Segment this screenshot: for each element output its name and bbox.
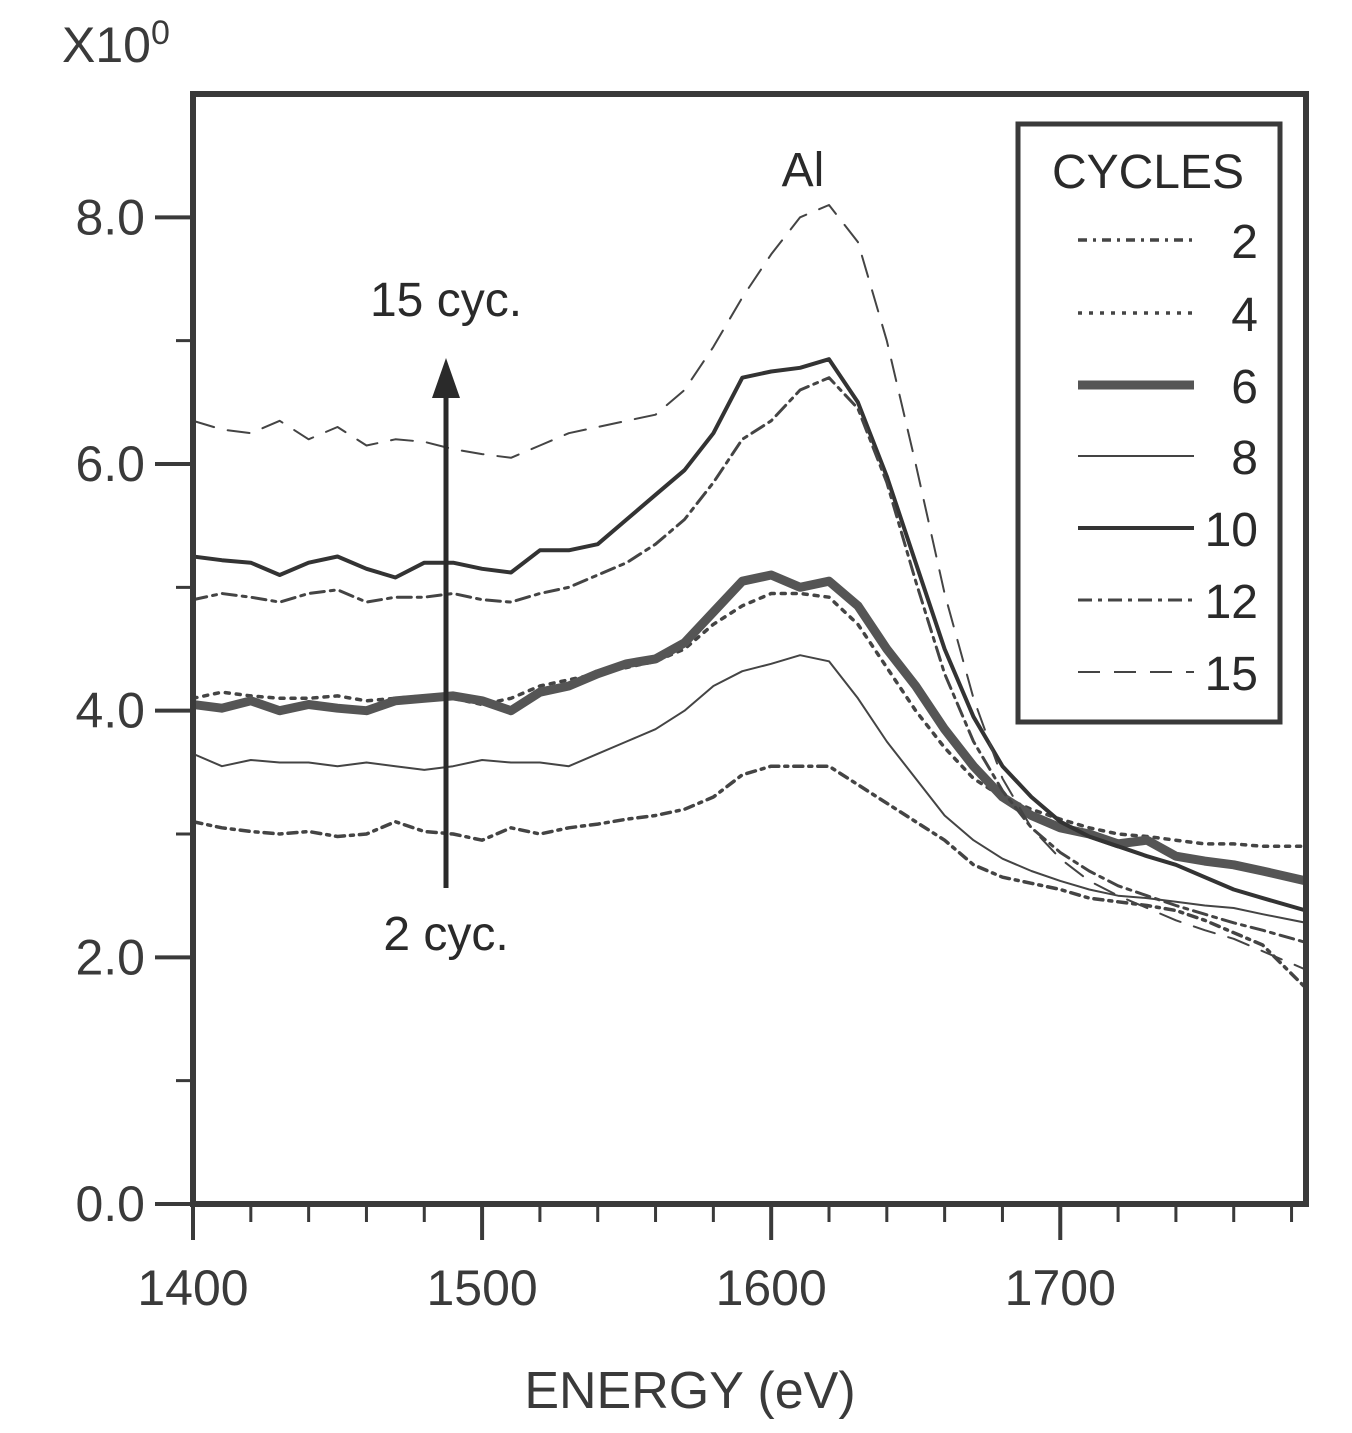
legend-label-6: 6 [1231, 361, 1258, 414]
legend-title: CYCLES [1052, 146, 1244, 199]
y-axis-multiplier: X100 [62, 14, 170, 73]
y-tick-labels: 0.0 2.0 4.0 6.0 8.0 [75, 189, 145, 1232]
series-line-4 [196, 591, 1303, 849]
legend-label-15: 15 [1205, 648, 1258, 701]
series-line-8 [196, 654, 1303, 924]
legend: CYCLES 2 4 6 8 10 12 15 [1015, 121, 1283, 725]
x-tick-label: 1500 [426, 1260, 537, 1316]
y-tick-label: 2.0 [75, 929, 145, 985]
series-line-10 [196, 357, 1303, 912]
legend-label-4: 4 [1231, 289, 1258, 342]
arrow-bottom-label: 2 cyc. [383, 908, 508, 961]
x-tick-label: 1400 [137, 1260, 248, 1316]
plot-frame [190, 91, 1309, 1207]
y-tick-label: 8.0 [75, 189, 145, 245]
x-axis-title: ENERGY (eV) [524, 1362, 855, 1420]
series-line-2 [196, 764, 1303, 988]
series-line-15 [196, 204, 1303, 970]
series-line-6 [196, 570, 1303, 885]
legend-label-10: 10 [1205, 504, 1258, 557]
x-tick-label: 1600 [716, 1260, 827, 1316]
y-axis-multiplier-exponent: 0 [151, 14, 170, 52]
y-tick-label: 0.0 [75, 1176, 145, 1232]
series-line-12 [196, 376, 1303, 944]
legend-label-2: 2 [1231, 216, 1258, 269]
trend-arrow-head [432, 358, 460, 398]
y-axis-multiplier-base: X10 [62, 17, 151, 73]
peak-label-al: Al [782, 144, 825, 197]
legend-label-8: 8 [1231, 432, 1258, 485]
arrow-top-label: 15 cyc. [370, 274, 522, 327]
x-tick-labels: 1400 1500 1600 1700 [137, 1260, 1116, 1316]
y-tick-label: 6.0 [75, 436, 145, 492]
legend-label-12: 12 [1205, 576, 1258, 629]
y-tick-label: 4.0 [75, 683, 145, 739]
axis-ticks [155, 215, 1294, 1240]
x-tick-label: 1700 [1005, 1260, 1116, 1316]
series-layer [196, 204, 1303, 988]
legend-box [1015, 121, 1283, 725]
